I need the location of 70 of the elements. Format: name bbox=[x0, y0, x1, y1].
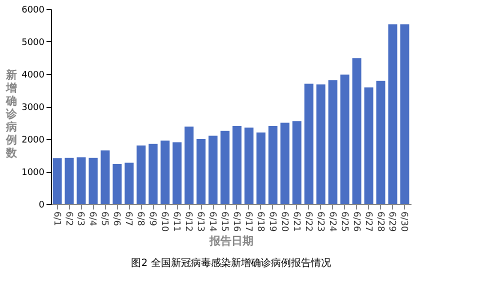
bar bbox=[280, 122, 290, 204]
x-tick-label: 6/22 bbox=[302, 212, 313, 232]
bar bbox=[184, 126, 194, 204]
bar bbox=[256, 132, 266, 204]
bar bbox=[124, 162, 134, 204]
x-tick-label: 6/27 bbox=[362, 212, 373, 232]
y-tick-label: 0 bbox=[38, 200, 45, 210]
x-tick-label: 6/2 bbox=[63, 212, 74, 226]
x-tick-label: 6/6 bbox=[111, 212, 122, 226]
bar bbox=[220, 130, 230, 204]
bar bbox=[268, 126, 278, 204]
y-tick-label: 4000 bbox=[22, 70, 45, 80]
bar bbox=[160, 140, 170, 204]
bar bbox=[292, 121, 302, 204]
x-tick-label: 6/20 bbox=[278, 212, 289, 232]
x-tick-label: 6/9 bbox=[147, 212, 158, 226]
bar bbox=[232, 126, 242, 204]
bar bbox=[304, 84, 314, 204]
bar bbox=[88, 158, 98, 204]
bar bbox=[136, 146, 146, 204]
x-tick-label: 6/29 bbox=[386, 212, 397, 232]
bar bbox=[316, 84, 326, 204]
x-axis-title: 报告日期 bbox=[208, 234, 254, 248]
y-axis-title: 新增确诊病例数 bbox=[5, 68, 18, 160]
x-tick-label: 6/11 bbox=[171, 212, 182, 232]
bar bbox=[244, 128, 254, 204]
x-tick-label: 6/21 bbox=[290, 212, 301, 232]
x-tick-label: 6/18 bbox=[254, 212, 265, 232]
bar bbox=[400, 24, 410, 204]
x-tick-label: 6/13 bbox=[195, 212, 206, 232]
bar bbox=[52, 158, 62, 204]
y-tick-label: 2000 bbox=[22, 136, 45, 146]
bar bbox=[76, 157, 86, 204]
x-tick-label: 6/15 bbox=[219, 212, 230, 232]
bar bbox=[352, 58, 362, 204]
y-tick-label: 5000 bbox=[22, 38, 45, 48]
bar bbox=[112, 164, 122, 204]
x-tick-label: 6/16 bbox=[230, 212, 241, 232]
y-tick-label: 3000 bbox=[22, 103, 45, 113]
x-tick-label: 6/30 bbox=[398, 212, 409, 232]
bar bbox=[328, 80, 338, 204]
bar bbox=[100, 150, 110, 204]
x-tick-label: 6/3 bbox=[75, 212, 86, 226]
caption: 图2 全国新冠病毒感染新增确诊病例报告情况 bbox=[131, 257, 331, 270]
bar bbox=[208, 136, 218, 204]
x-tick-label: 6/7 bbox=[123, 212, 134, 226]
x-tick-label: 6/14 bbox=[207, 212, 218, 232]
x-tick-label: 6/5 bbox=[99, 212, 110, 226]
x-tick-label: 6/1 bbox=[51, 212, 62, 226]
bar bbox=[364, 87, 374, 204]
x-tick-label: 6/23 bbox=[314, 212, 325, 232]
x-tick-label: 6/12 bbox=[183, 212, 194, 232]
bar bbox=[388, 24, 398, 204]
x-tick-label: 6/19 bbox=[266, 212, 277, 232]
x-tick-label: 6/26 bbox=[350, 212, 361, 232]
x-tick-label: 6/24 bbox=[326, 212, 337, 232]
x-tick-label: 6/28 bbox=[374, 212, 385, 232]
bar bbox=[64, 158, 74, 204]
x-tick-label: 6/4 bbox=[87, 212, 98, 226]
x-tick-label: 6/17 bbox=[242, 212, 253, 232]
x-tick-label: 6/10 bbox=[159, 212, 170, 232]
x-tick-label: 6/25 bbox=[338, 212, 349, 232]
y-tick-label: 1000 bbox=[22, 168, 45, 178]
bar bbox=[172, 142, 182, 204]
x-tick-label: 6/8 bbox=[135, 212, 146, 226]
y-tick-label: 6000 bbox=[22, 6, 45, 16]
bar bbox=[376, 80, 386, 204]
bar bbox=[196, 139, 206, 204]
bar bbox=[340, 74, 350, 204]
bar bbox=[148, 144, 158, 204]
